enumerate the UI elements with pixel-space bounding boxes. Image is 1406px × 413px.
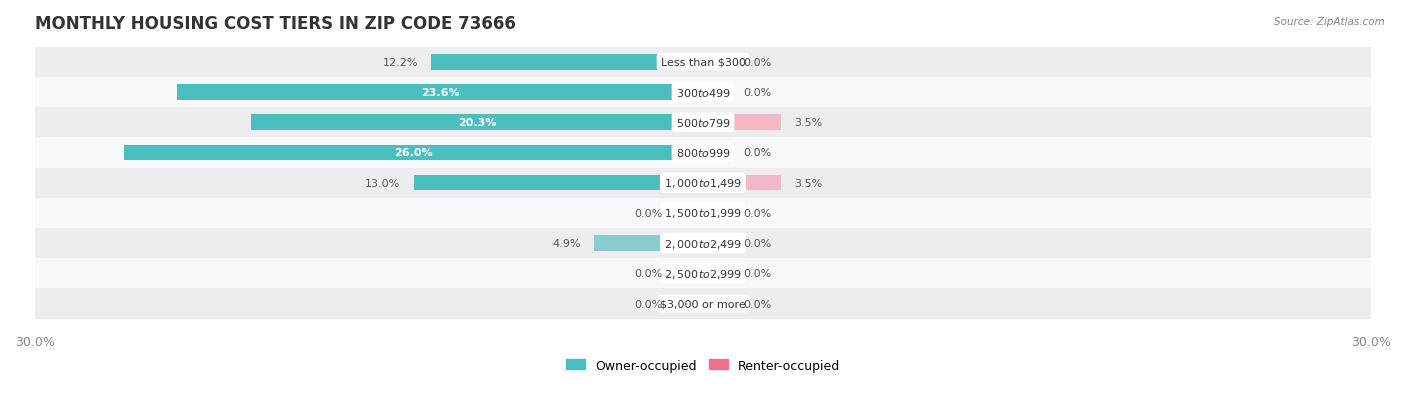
Text: 0.0%: 0.0% [744,268,772,279]
Bar [676,266,703,282]
Text: 23.6%: 23.6% [420,88,460,98]
Bar [593,236,703,252]
Bar [676,206,703,221]
Text: Less than $300: Less than $300 [661,58,745,68]
Bar [703,266,730,282]
Text: $3,000 or more: $3,000 or more [661,299,745,309]
Text: 3.5%: 3.5% [794,118,823,128]
Text: 13.0%: 13.0% [366,178,401,188]
Text: 0.0%: 0.0% [634,208,662,218]
Text: MONTHLY HOUSING COST TIERS IN ZIP CODE 73666: MONTHLY HOUSING COST TIERS IN ZIP CODE 7… [35,15,516,33]
Text: $2,500 to $2,999: $2,500 to $2,999 [664,267,742,280]
Text: 0.0%: 0.0% [744,299,772,309]
Legend: Owner-occupied, Renter-occupied: Owner-occupied, Renter-occupied [567,359,839,372]
Text: 4.9%: 4.9% [553,238,581,249]
Bar [124,145,703,161]
Bar [703,55,730,71]
Text: 0.0%: 0.0% [634,268,662,279]
Bar [177,85,703,101]
Text: 20.3%: 20.3% [458,118,496,128]
Text: $500 to $799: $500 to $799 [675,117,731,129]
Bar [432,55,703,71]
Text: $1,500 to $1,999: $1,500 to $1,999 [664,207,742,220]
Bar [703,236,730,252]
Text: $1,000 to $1,499: $1,000 to $1,499 [664,177,742,190]
Bar [250,115,703,131]
Text: Source: ZipAtlas.com: Source: ZipAtlas.com [1274,17,1385,26]
Bar [703,115,780,131]
Bar [35,108,1371,138]
Bar [413,176,703,191]
Text: $300 to $499: $300 to $499 [675,87,731,99]
Text: 0.0%: 0.0% [744,148,772,158]
Text: 26.0%: 26.0% [394,148,433,158]
Bar [703,296,730,312]
Text: 0.0%: 0.0% [744,208,772,218]
Bar [676,296,703,312]
Bar [35,47,1371,78]
Bar [35,168,1371,198]
Bar [703,176,780,191]
Text: 0.0%: 0.0% [744,88,772,98]
Text: $800 to $999: $800 to $999 [675,147,731,159]
Text: 12.2%: 12.2% [382,58,418,68]
Text: 3.5%: 3.5% [794,178,823,188]
Bar [35,289,1371,319]
Text: 0.0%: 0.0% [744,238,772,249]
Bar [35,259,1371,289]
Bar [35,138,1371,168]
Bar [703,145,730,161]
Bar [703,206,730,221]
Bar [35,78,1371,108]
Bar [35,228,1371,259]
Bar [35,198,1371,228]
Text: 0.0%: 0.0% [634,299,662,309]
Text: $2,000 to $2,499: $2,000 to $2,499 [664,237,742,250]
Text: 0.0%: 0.0% [744,58,772,68]
Bar [703,85,730,101]
